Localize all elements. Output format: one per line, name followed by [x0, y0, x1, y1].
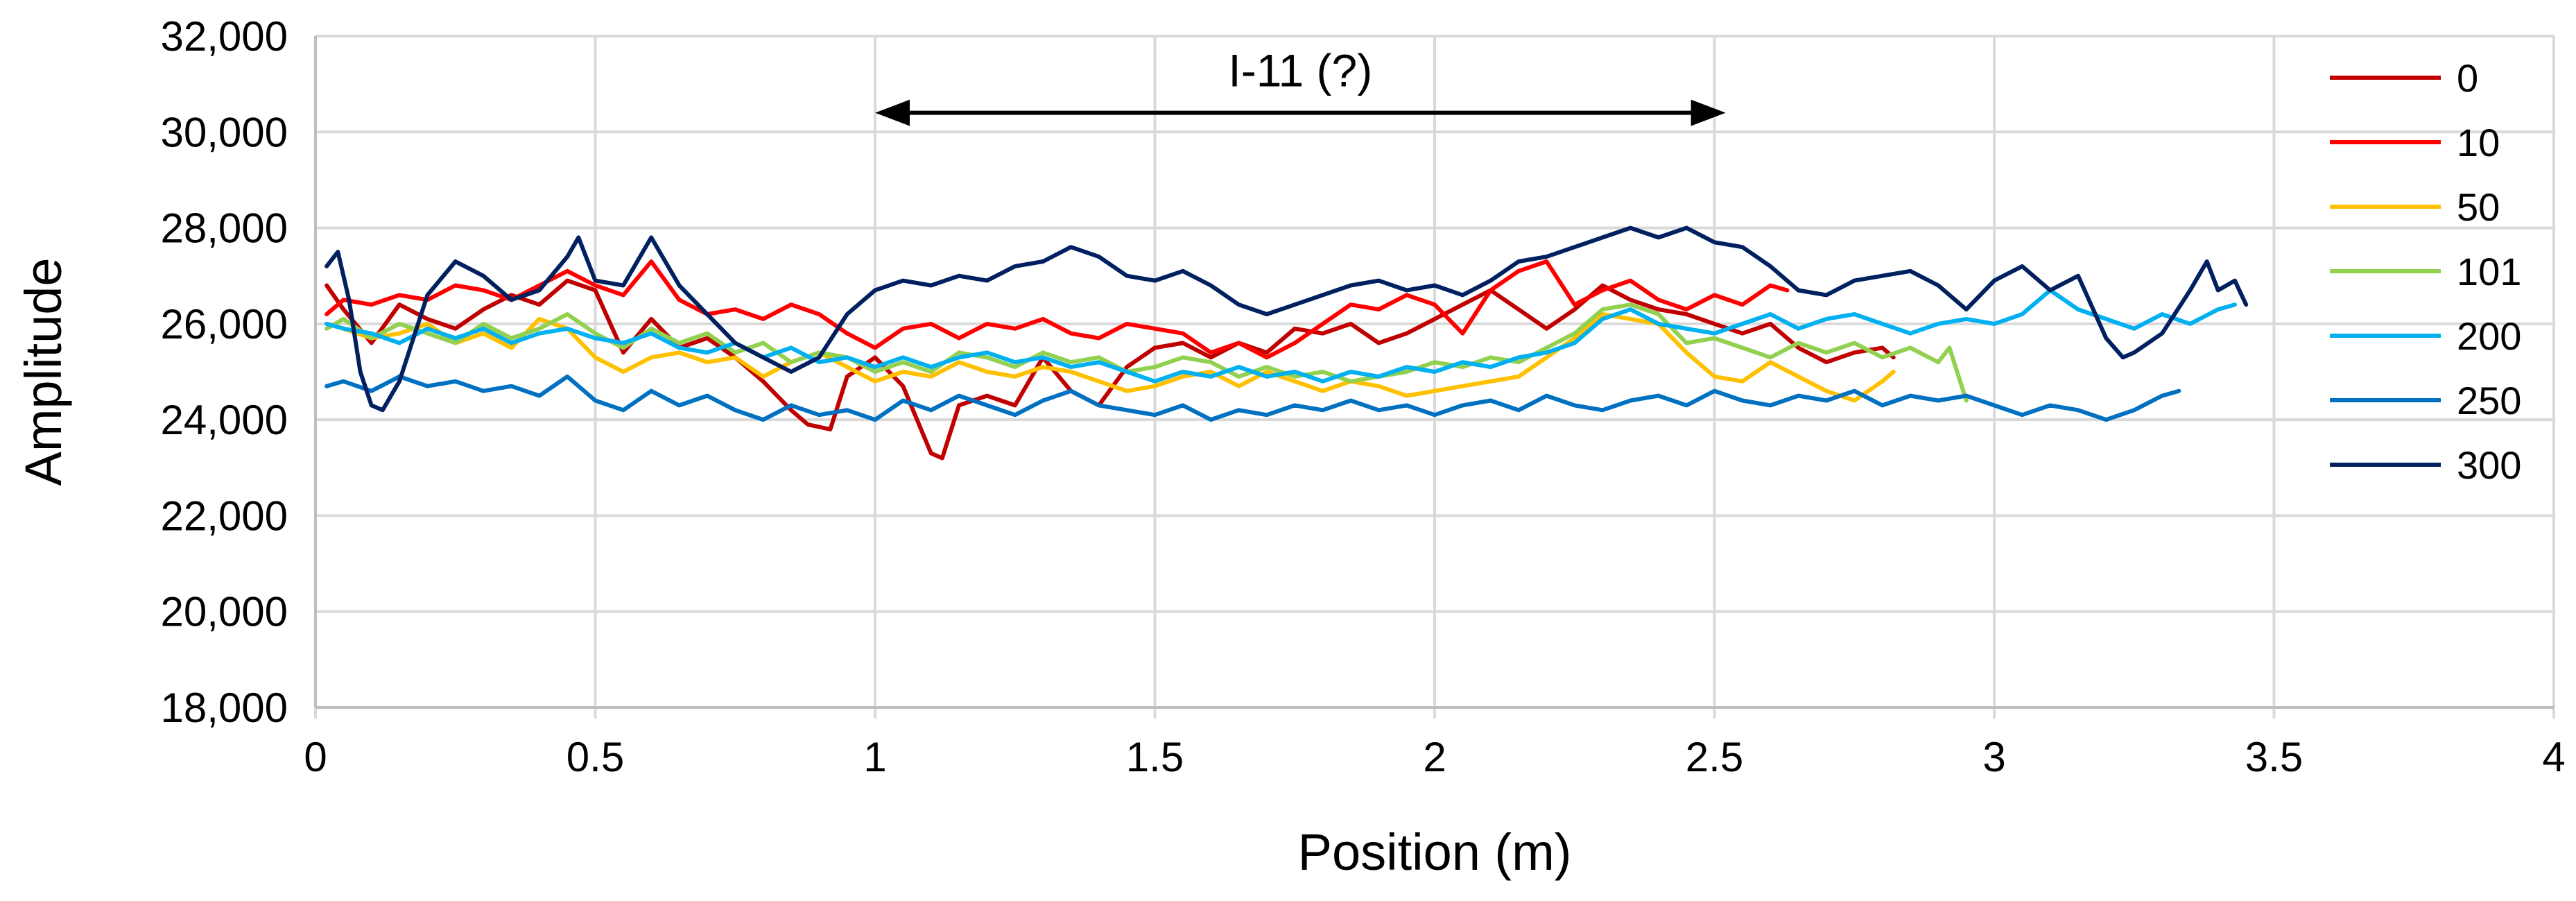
x-tick-label: 3.5	[2245, 734, 2303, 780]
x-tick-label: 0.5	[567, 734, 624, 780]
x-tick-label: 1	[863, 734, 886, 780]
x-tick-label: 2	[1423, 734, 1446, 780]
legend-label-250: 250	[2457, 379, 2521, 422]
series-line-50	[325, 312, 1896, 403]
axes	[314, 36, 2555, 719]
series-lines	[325, 225, 2249, 461]
y-axis-title: Amplitude	[15, 257, 72, 486]
legend-label-50: 50	[2457, 185, 2500, 229]
legend-label-200: 200	[2457, 314, 2521, 358]
grid-lines	[315, 35, 2555, 709]
series-line-250	[325, 374, 2181, 422]
legend-label-101: 101	[2457, 250, 2521, 293]
x-tick-label: 3	[1982, 734, 2005, 780]
series-line-10	[325, 259, 1790, 360]
y-tick-label: 24,000	[160, 397, 288, 443]
annotation-arrowhead-right	[1691, 99, 1726, 126]
legend-label-0: 0	[2457, 56, 2478, 100]
x-axis-title: Position (m)	[1298, 823, 1572, 881]
annotation-arrowhead-left	[875, 99, 910, 126]
x-tick-label: 4	[2542, 734, 2565, 780]
y-tick-label: 32,000	[160, 13, 288, 60]
annotation-label: I-11 (?)	[1228, 45, 1372, 96]
y-tick-label: 28,000	[160, 205, 288, 252]
annotation: I-11 (?)	[875, 45, 1726, 126]
x-tick-label: 2.5	[1686, 734, 1743, 780]
y-tick-label: 18,000	[160, 685, 288, 731]
legend-label-10: 10	[2457, 121, 2500, 164]
legend: 0 10 50 101 200 250 300	[2330, 56, 2521, 487]
y-tick-label: 22,000	[160, 492, 288, 539]
tick-labels: 18,000 20,000 22,000 24,000 26,000 28,000 30,0…	[160, 13, 2565, 780]
legend-label-300: 300	[2457, 443, 2521, 487]
y-tick-label: 26,000	[160, 301, 288, 347]
series-line-200	[325, 288, 2237, 384]
series-line-300	[325, 225, 2249, 413]
y-tick-label: 30,000	[160, 109, 288, 155]
y-tick-label: 20,000	[160, 589, 288, 635]
series-line-101	[325, 302, 1969, 403]
x-tick-label: 1.5	[1126, 734, 1184, 780]
series-line-0	[325, 278, 1896, 461]
x-tick-label: 0	[304, 734, 327, 780]
